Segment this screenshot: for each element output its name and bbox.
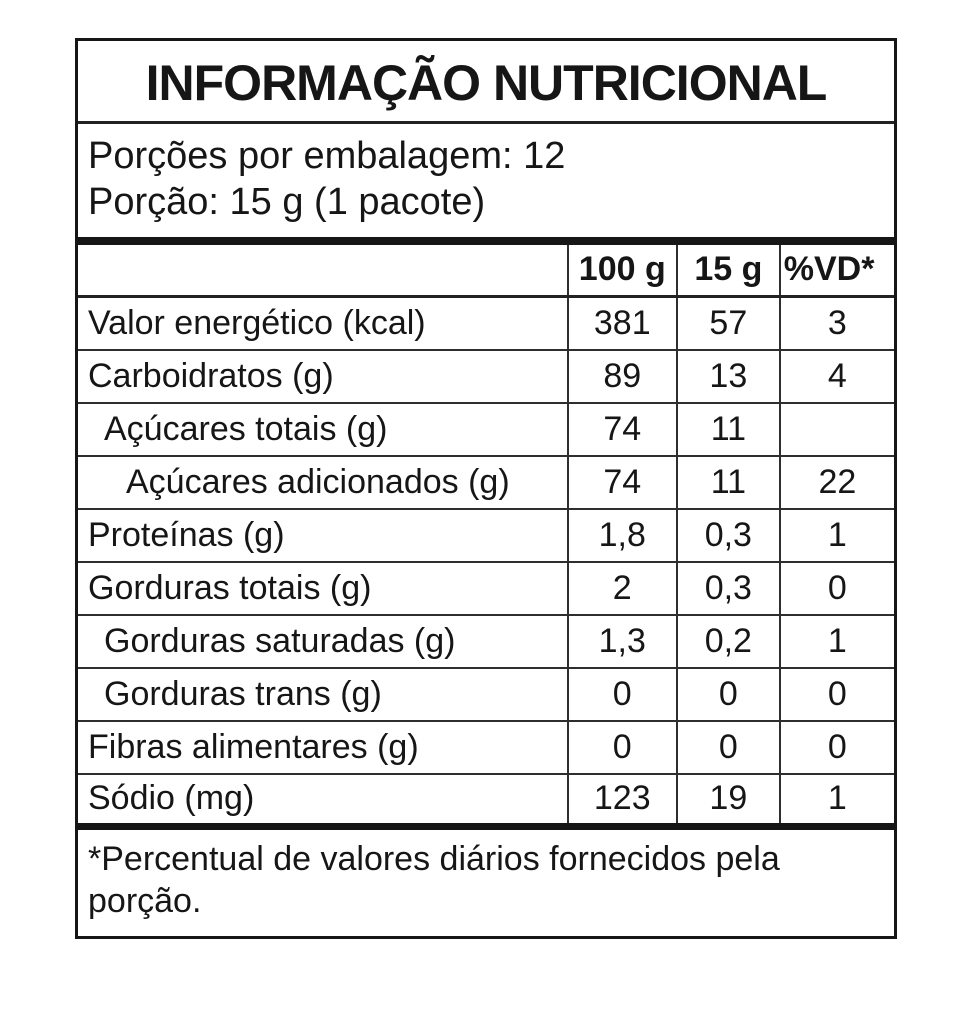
value-vd: 0 [778, 560, 894, 615]
value-15g: 0,3 [675, 560, 780, 615]
value-100g: 89 [566, 348, 677, 403]
value-vd: 4 [778, 348, 894, 403]
value-15g: 57 [675, 295, 780, 350]
value-100g: 381 [566, 295, 677, 350]
value-100g: 1,8 [566, 507, 677, 562]
value-15g: 0,3 [675, 507, 780, 562]
value-100g: 123 [566, 772, 677, 827]
table-row: Gorduras trans (g) 0 0 0 [78, 666, 894, 721]
value-vd: 1 [778, 772, 894, 827]
value-100g: 2 [566, 560, 677, 615]
nutrient-label: Valor energético (kcal) [78, 295, 568, 350]
value-vd: 1 [778, 507, 894, 562]
value-vd: 1 [778, 613, 894, 668]
value-15g: 0 [675, 666, 780, 721]
table-body: Valor energético (kcal) 381 57 3 Carboid… [78, 295, 894, 827]
header-100g: 100 g [566, 240, 677, 299]
value-15g: 13 [675, 348, 780, 403]
value-15g: 19 [675, 772, 780, 827]
daily-value-footnote: *Percentual de valores diários fornecido… [88, 840, 780, 920]
nutrition-label: INFORMAÇÃO NUTRICIONAL Porções por embal… [75, 38, 897, 940]
value-vd: 22 [778, 454, 894, 509]
label-title: INFORMAÇÃO NUTRICIONAL [78, 41, 894, 124]
value-15g: 11 [675, 454, 780, 509]
table-row: Açúcares totais (g) 74 11 [78, 401, 894, 456]
value-15g: 0 [675, 719, 780, 774]
table-row: Carboidratos (g) 89 13 4 [78, 348, 894, 403]
value-100g: 74 [566, 454, 677, 509]
value-vd: 0 [778, 666, 894, 721]
nutrient-label: Açúcares adicionados (g) [78, 454, 568, 509]
value-100g: 74 [566, 401, 677, 456]
header-blank [78, 240, 568, 299]
header-row: 100 g 15 g %VD* [78, 240, 894, 299]
serving-size: Porção: 15 g (1 pacote) [88, 181, 486, 224]
nutrient-label: Gorduras trans (g) [78, 666, 568, 721]
servings-per-package: Porções por embalagem: 12 [88, 135, 566, 177]
value-100g: 0 [566, 666, 677, 721]
table-row: Sódio (mg) 123 19 1 [78, 772, 894, 827]
table-row: Gorduras totais (g) 2 0,3 0 [78, 560, 894, 615]
header-vd: %VD* [778, 240, 894, 299]
header-15g: 15 g [675, 240, 780, 299]
value-15g: 11 [675, 401, 780, 456]
nutrient-label: Carboidratos (g) [78, 348, 568, 403]
nutrition-table: 100 g 15 g %VD* Valor energético (kcal) … [78, 236, 894, 831]
table-row: Valor energético (kcal) 381 57 3 [78, 295, 894, 350]
nutrient-label: Sódio (mg) [78, 772, 568, 827]
table-row: Fibras alimentares (g) 0 0 0 [78, 719, 894, 774]
value-15g: 0,2 [675, 613, 780, 668]
table-row: Proteínas (g) 1,8 0,3 1 [78, 507, 894, 562]
table-row: Açúcares adicionados (g) 74 11 22 [78, 454, 894, 509]
value-100g: 0 [566, 719, 677, 774]
value-vd [778, 401, 894, 456]
nutrient-label: Gorduras totais (g) [78, 560, 568, 615]
table-header: 100 g 15 g %VD* [78, 240, 894, 299]
nutrient-label: Fibras alimentares (g) [78, 719, 568, 774]
value-vd: 3 [778, 295, 894, 350]
table-row: Gorduras saturadas (g) 1,3 0,2 1 [78, 613, 894, 668]
serving-info: Porções por embalagem: 12 Porção: 15 g (… [78, 124, 894, 237]
value-vd: 0 [778, 719, 894, 774]
nutrient-label: Gorduras saturadas (g) [78, 613, 568, 668]
nutrient-label: Açúcares totais (g) [78, 401, 568, 456]
value-100g: 1,3 [566, 613, 677, 668]
nutrient-label: Proteínas (g) [78, 507, 568, 562]
